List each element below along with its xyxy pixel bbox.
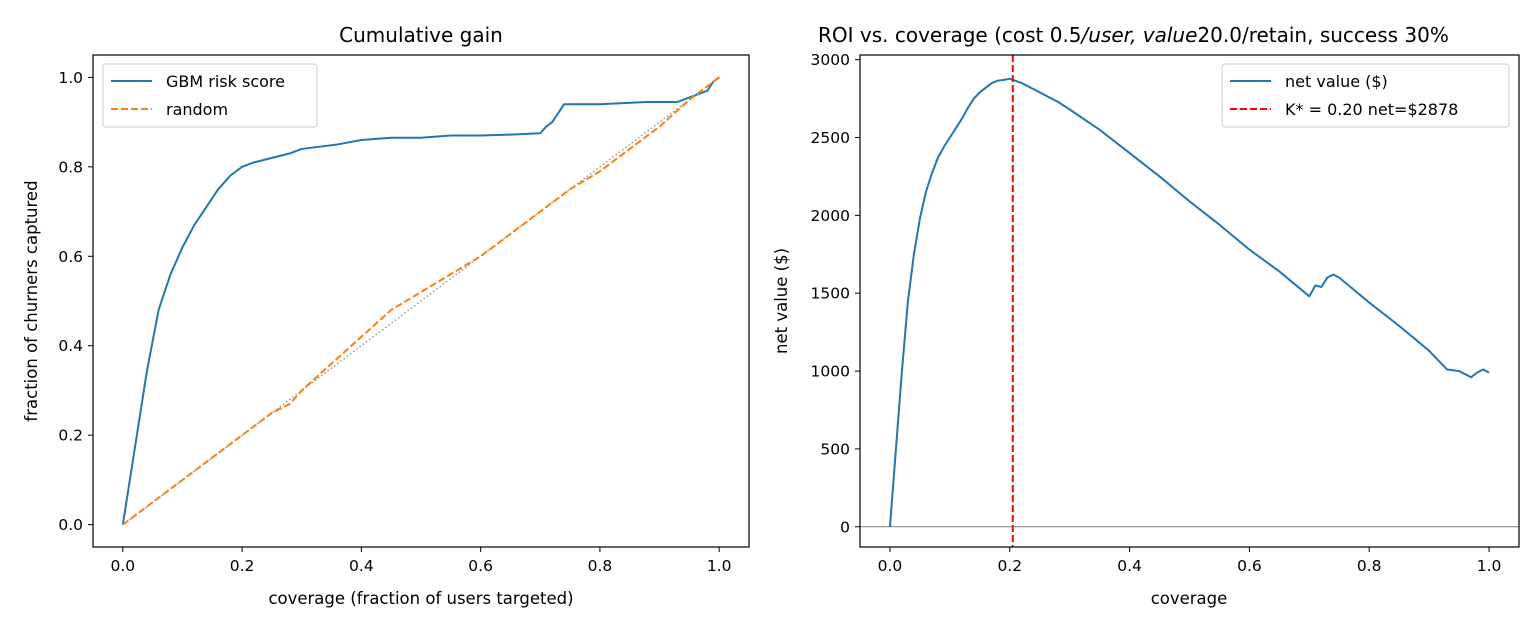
x-tick-label: 0.4 xyxy=(349,557,374,575)
y-tick-label: 500 xyxy=(820,440,850,458)
roi-frame xyxy=(859,54,1520,548)
y-tick-label: 1000 xyxy=(811,363,850,381)
cumulative-gain-title: Cumulative gain xyxy=(339,23,503,47)
legend-box xyxy=(1221,63,1510,128)
y-tick-label: 3000 xyxy=(811,51,850,69)
legend-label-random: random xyxy=(166,100,228,119)
cumulative-gain-yticks: 0.0 0.2 0.4 0.6 0.8 1.0 xyxy=(58,69,93,534)
y-tick-label: 0.2 xyxy=(58,427,83,445)
series-line-1 xyxy=(122,76,720,526)
roi-title-part-a: ROI vs. coverage (cost 0.5 xyxy=(818,23,1082,47)
roi-title-part-b: /user, value xyxy=(1080,23,1198,47)
cumulative-gain-legend: GBM risk score random xyxy=(102,63,318,128)
roi-legend: net value ($) K* = 0.20 net=$2878 xyxy=(1221,63,1510,128)
roi-title-part-c: 20.0/retain, success 30% xyxy=(1197,23,1448,47)
y-tick-label: 1500 xyxy=(811,285,850,303)
roi-xlabel: coverage xyxy=(1151,589,1228,608)
legend-label-net-value: net value ($) xyxy=(1285,72,1388,91)
x-tick-label: 0.6 xyxy=(468,557,493,575)
y-tick-label: 0.8 xyxy=(58,158,83,176)
x-tick-label: 0.2 xyxy=(997,557,1022,575)
x-tick-label: 0.6 xyxy=(1237,557,1262,575)
roi-title: ROI vs. coverage (cost 0.5/user, value20… xyxy=(818,23,1449,47)
x-tick-label: 1.0 xyxy=(1477,557,1502,575)
legend-box xyxy=(102,63,318,128)
roi-panel: ROI vs. coverage (cost 0.5/user, value20… xyxy=(772,23,1520,608)
roi-yticks: 0 500 1000 1500 2000 2500 3000 xyxy=(811,51,860,536)
legend-label-gbm: GBM risk score xyxy=(166,72,285,91)
roi-ylabel: net value ($) xyxy=(772,248,791,354)
x-tick-label: 0.0 xyxy=(110,557,135,575)
cumulative-gain-series xyxy=(121,76,720,526)
x-tick-label: 0.2 xyxy=(230,557,255,575)
cumulative-gain-xlabel: coverage (fraction of users targeted) xyxy=(268,589,573,608)
x-tick-label: 1.0 xyxy=(707,557,732,575)
cumulative-gain-xticks: 0.0 0.2 0.4 0.6 0.8 1.0 xyxy=(110,547,732,575)
cumulative-gain-panel: Cumulative gain 0.0 0.2 0.4 0.6 0.8 1.0 0.00.… xyxy=(22,23,750,608)
series-line-0 xyxy=(121,76,720,525)
y-tick-label: 0.0 xyxy=(58,516,83,534)
x-tick-label: 0.8 xyxy=(1357,557,1382,575)
x-tick-label: 0.8 xyxy=(588,557,613,575)
x-tick-label: 0.4 xyxy=(1117,557,1142,575)
cumulative-gain-frame xyxy=(92,54,750,548)
y-tick-label: 0 xyxy=(840,518,850,536)
x-tick-label: 0.0 xyxy=(878,557,903,575)
series-line-0 xyxy=(888,77,1490,527)
cumulative-gain-ylabel: fraction of churners captured xyxy=(22,180,41,421)
y-tick-label: 0.4 xyxy=(58,337,83,355)
y-tick-label: 2000 xyxy=(811,207,850,225)
roi-xticks: 0.0 0.2 0.4 0.6 0.8 1.0 xyxy=(878,547,1502,575)
y-tick-label: 1.0 xyxy=(58,69,83,87)
y-tick-label: 0.6 xyxy=(58,248,83,266)
y-tick-label: 2500 xyxy=(811,129,850,147)
legend-label-kstar: K* = 0.20 net=$2878 xyxy=(1285,100,1458,119)
roi-series xyxy=(860,55,1519,547)
